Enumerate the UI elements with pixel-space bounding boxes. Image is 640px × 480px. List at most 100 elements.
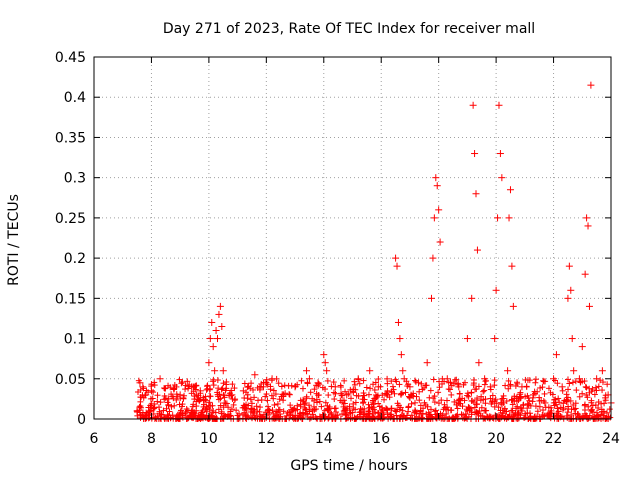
data-point bbox=[218, 322, 226, 330]
data-point bbox=[504, 367, 512, 375]
data-point bbox=[433, 182, 441, 190]
data-point bbox=[397, 351, 405, 359]
data-point bbox=[399, 367, 407, 375]
data-point bbox=[280, 391, 288, 399]
data-point bbox=[585, 302, 593, 310]
data-point bbox=[432, 174, 440, 182]
data-point bbox=[492, 286, 500, 294]
data-point bbox=[156, 375, 164, 383]
data-point bbox=[509, 302, 517, 310]
data-point bbox=[208, 318, 216, 326]
data-point bbox=[314, 379, 322, 387]
grid-lines bbox=[94, 57, 611, 419]
data-point bbox=[321, 359, 329, 367]
data-point bbox=[430, 214, 438, 222]
data-point bbox=[228, 391, 236, 399]
data-point bbox=[443, 375, 451, 383]
y-tick-label: 0.35 bbox=[55, 130, 86, 146]
data-point bbox=[584, 222, 592, 230]
data-point bbox=[463, 335, 471, 343]
data-point bbox=[506, 186, 514, 194]
data-point bbox=[196, 387, 204, 395]
data-point bbox=[209, 343, 217, 351]
data-point bbox=[486, 383, 494, 391]
data-point bbox=[587, 81, 595, 89]
data-point bbox=[366, 367, 374, 375]
data-point bbox=[323, 367, 331, 375]
data-point bbox=[139, 383, 147, 391]
data-point bbox=[392, 254, 400, 262]
data-point bbox=[291, 383, 299, 391]
x-tick-label: 14 bbox=[315, 431, 333, 447]
data-point bbox=[604, 391, 612, 399]
data-point bbox=[165, 395, 173, 403]
y-tick-label: 0.25 bbox=[55, 211, 86, 227]
data-point bbox=[423, 359, 431, 367]
data-point bbox=[581, 270, 589, 278]
data-point bbox=[383, 391, 391, 399]
data-point bbox=[491, 335, 499, 343]
data-point bbox=[481, 375, 489, 383]
data-point bbox=[564, 294, 572, 302]
data-point bbox=[268, 375, 276, 383]
data-point bbox=[472, 190, 480, 198]
data-point bbox=[495, 101, 503, 109]
x-tick-label: 24 bbox=[602, 431, 620, 447]
data-point bbox=[505, 214, 513, 222]
data-point bbox=[583, 214, 591, 222]
data-point bbox=[320, 351, 328, 359]
data-point bbox=[176, 391, 184, 399]
y-tick-label: 0.15 bbox=[55, 291, 86, 307]
x-tick-label: 16 bbox=[372, 431, 390, 447]
data-point bbox=[552, 351, 560, 359]
y-tick-label: 0.2 bbox=[64, 251, 86, 267]
data-point bbox=[331, 383, 339, 391]
data-point bbox=[471, 150, 479, 158]
data-point bbox=[133, 407, 141, 415]
data-point bbox=[429, 254, 437, 262]
data-point bbox=[219, 367, 227, 375]
data-point bbox=[214, 335, 222, 343]
data-point bbox=[205, 359, 213, 367]
data-point bbox=[570, 367, 578, 375]
data-point bbox=[406, 383, 414, 391]
y-tick-label: 0.45 bbox=[55, 50, 86, 66]
data-point bbox=[303, 367, 311, 375]
y-axis-label: ROTI / TECUs bbox=[6, 194, 22, 286]
plot-frame bbox=[93, 56, 612, 420]
data-point bbox=[216, 302, 224, 310]
data-point bbox=[598, 367, 606, 375]
data-point bbox=[396, 335, 404, 343]
data-point bbox=[212, 327, 220, 335]
data-point bbox=[475, 359, 483, 367]
data-point bbox=[215, 310, 223, 318]
data-point bbox=[567, 286, 575, 294]
data-point bbox=[374, 383, 382, 391]
data-point bbox=[565, 262, 573, 270]
y-tick-label: 0.1 bbox=[64, 332, 86, 348]
x-tick-label: 22 bbox=[545, 431, 563, 447]
x-tick-label: 10 bbox=[200, 431, 218, 447]
data-point bbox=[400, 375, 408, 383]
x-tick-label: 6 bbox=[90, 431, 99, 447]
data-point bbox=[136, 379, 144, 387]
data-point bbox=[206, 335, 214, 343]
data-point bbox=[239, 387, 247, 395]
data-point bbox=[550, 375, 558, 383]
x-tick-label: 8 bbox=[147, 431, 156, 447]
data-point bbox=[575, 375, 583, 383]
data-point bbox=[435, 206, 443, 214]
x-axis-ticks: 6 8 10 12 14 16 18 20 22 24 bbox=[90, 57, 620, 447]
x-tick-label: 18 bbox=[430, 431, 448, 447]
y-tick-label: 0 bbox=[77, 412, 86, 428]
data-point bbox=[473, 246, 481, 254]
x-tick-label: 12 bbox=[257, 431, 275, 447]
data-point bbox=[188, 383, 196, 391]
data-point bbox=[468, 294, 476, 302]
data-point bbox=[211, 367, 219, 375]
data-point bbox=[142, 391, 150, 399]
y-tick-label: 0.4 bbox=[64, 90, 86, 106]
chart-title: Day 271 of 2023, Rate Of TEC Index for r… bbox=[163, 21, 535, 37]
data-point bbox=[508, 262, 516, 270]
